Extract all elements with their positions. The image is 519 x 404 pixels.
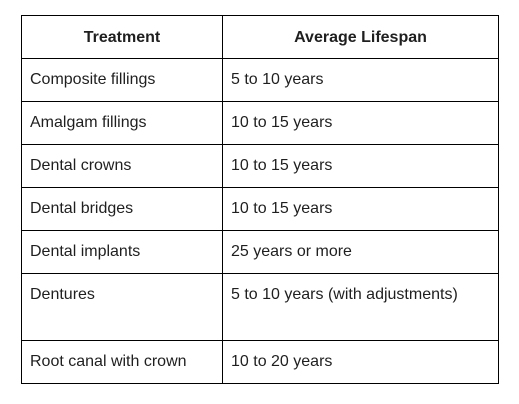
table-row: Dental implants 25 years or more	[21, 230, 499, 274]
lifespan-cell: 10 to 15 years	[222, 187, 499, 231]
table-row: Composite fillings 5 to 10 years	[21, 58, 499, 102]
treatment-cell: Dental implants	[21, 230, 223, 274]
table-row: Dental bridges 10 to 15 years	[21, 187, 499, 231]
table-row: Amalgam fillings 10 to 15 years	[21, 101, 499, 145]
treatment-cell: Amalgam fillings	[21, 101, 223, 145]
treatment-cell: Composite fillings	[21, 58, 223, 102]
lifespan-cell: 5 to 10 years	[222, 58, 499, 102]
lifespan-table-container: Treatment Average Lifespan Composite fil…	[21, 15, 499, 384]
table-header-row: Treatment Average Lifespan	[21, 15, 499, 59]
lifespan-cell: 5 to 10 years (with adjustments)	[222, 273, 499, 341]
lifespan-cell: 10 to 15 years	[222, 101, 499, 145]
treatment-cell: Root canal with crown	[21, 340, 223, 384]
table-row: Dentures 5 to 10 years (with adjustments…	[21, 273, 499, 341]
treatment-cell: Dentures	[21, 273, 223, 341]
lifespan-cell: 10 to 15 years	[222, 144, 499, 188]
header-average-lifespan: Average Lifespan	[222, 15, 499, 59]
table-row: Dental crowns 10 to 15 years	[21, 144, 499, 188]
lifespan-cell: 25 years or more	[222, 230, 499, 274]
treatment-cell: Dental bridges	[21, 187, 223, 231]
lifespan-cell: 10 to 20 years	[222, 340, 499, 384]
treatment-cell: Dental crowns	[21, 144, 223, 188]
lifespan-table: Treatment Average Lifespan Composite fil…	[21, 15, 499, 384]
table-row: Root canal with crown 10 to 20 years	[21, 340, 499, 384]
header-treatment: Treatment	[21, 15, 223, 59]
